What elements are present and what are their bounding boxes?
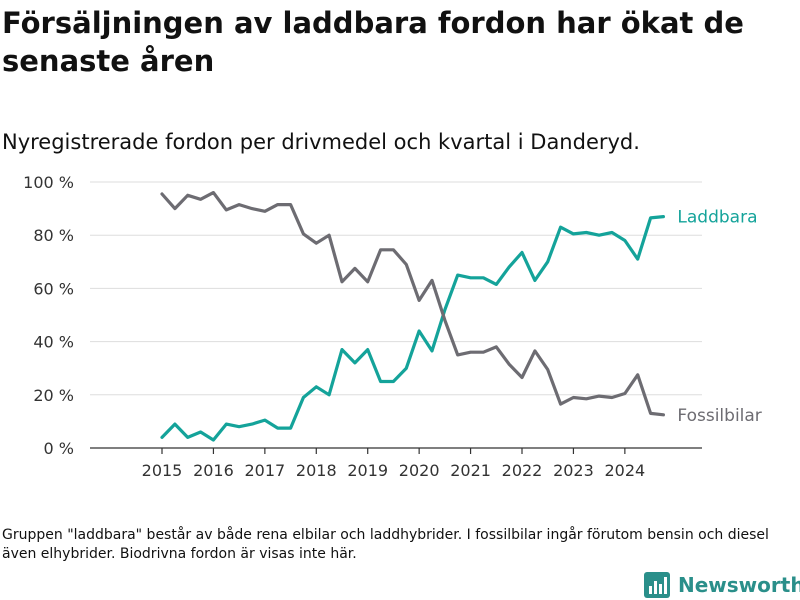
y-tick-label: 20 %: [33, 386, 74, 405]
x-tick-label: 2024: [604, 461, 645, 480]
series-line-laddbara: [160, 215, 665, 442]
y-tick-label: 80 %: [33, 226, 74, 245]
footnote: Gruppen "laddbara" består av både rena e…: [2, 527, 769, 562]
x-tick-label: 2022: [502, 461, 543, 480]
x-tick-label: 2019: [347, 461, 388, 480]
brand-logo: Newsworthy: [644, 570, 800, 600]
series-label-fossilbilar: Fossilbilar: [677, 406, 761, 426]
y-tick-label: 60 %: [33, 279, 74, 298]
chart-subtitle: Nyregistrerade fordon per drivmedel och …: [2, 130, 640, 154]
x-tick-label: 2015: [142, 461, 183, 480]
series-line-fossilbilar: [160, 191, 665, 417]
y-tick-label: 100 %: [23, 173, 74, 192]
chart-title: Försäljningen av laddbara fordon har öka…: [2, 6, 744, 78]
brand-name: Newsworthy: [678, 573, 800, 597]
x-tick-label: 2016: [193, 461, 234, 480]
x-tick-label: 2017: [244, 461, 285, 480]
series-label-laddbara: Laddbara: [677, 208, 757, 228]
x-tick-label: 2020: [399, 461, 440, 480]
y-tick-label: 0 %: [44, 439, 74, 458]
x-tick-label: 2023: [553, 461, 594, 480]
x-tick-label: 2018: [296, 461, 337, 480]
bar-chart-logo-icon: [644, 572, 670, 598]
x-tick-label: 2021: [450, 461, 491, 480]
y-tick-label: 40 %: [33, 333, 74, 352]
line-chart: 0 % 20 % 40 % 60 % 80 % 100 % 2015 2016 2017 2018…: [23, 173, 762, 480]
